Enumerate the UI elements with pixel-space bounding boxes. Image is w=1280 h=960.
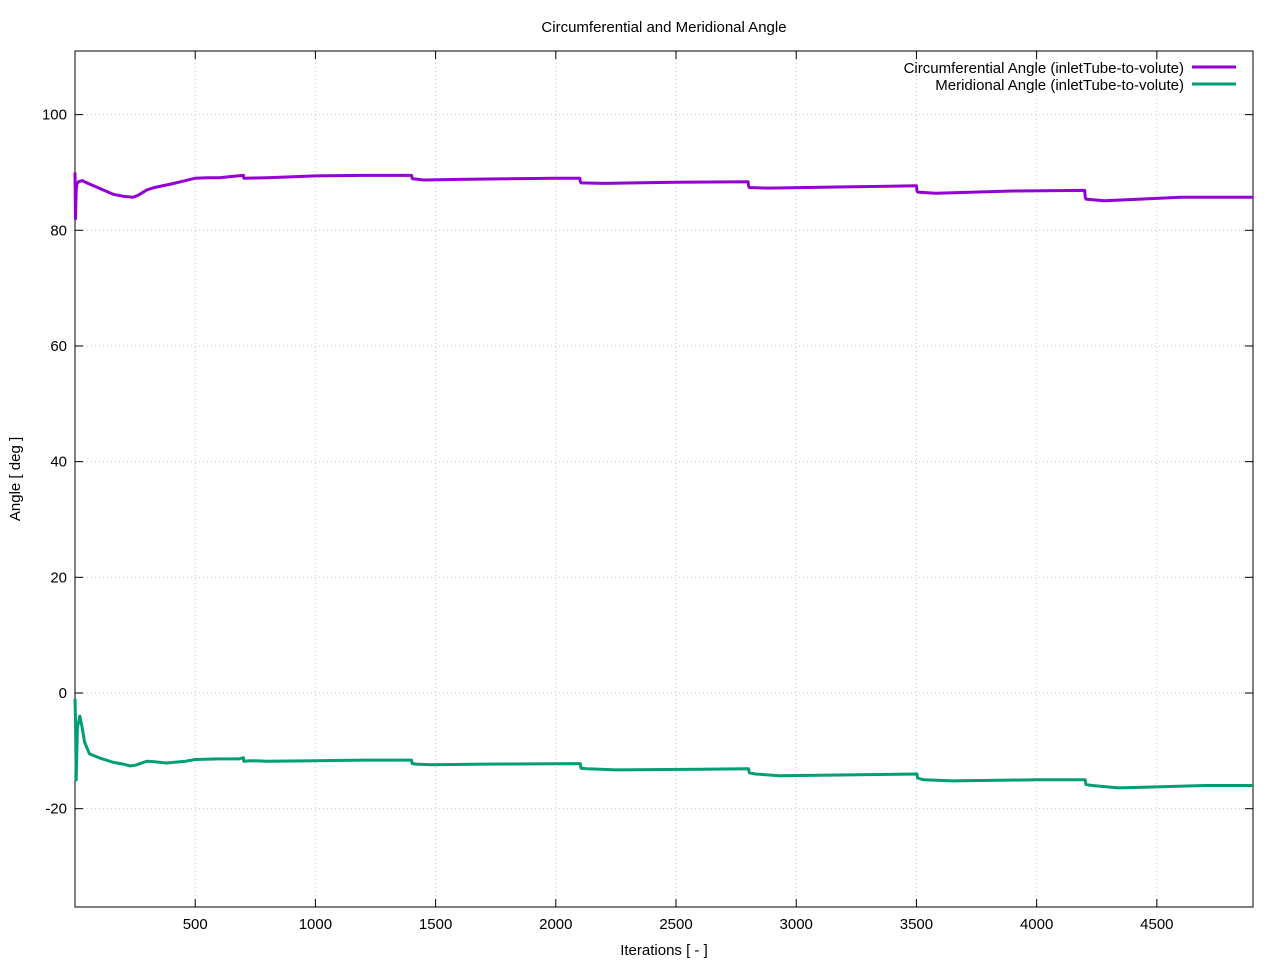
legend: Circumferential Angle (inletTube-to-volu… <box>904 60 1236 94</box>
legend-label-meridional: Meridional Angle (inletTube-to-volute) <box>935 77 1184 94</box>
series-line-circumferential <box>73 172 1253 221</box>
plot-frame <box>74 50 1254 908</box>
x-tick-label: 3500 <box>900 916 933 933</box>
x-tick-label: 1000 <box>299 916 332 933</box>
grid-lines <box>75 51 1253 907</box>
y-tick-label: 20 <box>50 569 67 586</box>
axis-ticks: 500 1000 1500 2000 2500 3000 3500 4000 4500 -20 0 2… <box>42 51 1253 933</box>
y-tick-label: 100 <box>42 107 67 124</box>
x-tick-label: 4000 <box>1020 916 1053 933</box>
y-tick-label: 80 <box>50 222 67 239</box>
x-tick-label: 4500 <box>1140 916 1173 933</box>
x-tick-label: 2000 <box>539 916 572 933</box>
y-tick-label: 40 <box>50 454 67 471</box>
y-axis-label: Angle [ deg ] <box>7 437 24 521</box>
y-tick-label: -20 <box>45 801 67 818</box>
y-tick-label: 0 <box>59 685 67 702</box>
x-tick-label: 500 <box>183 916 208 933</box>
chart-title: Circumferential and Meridional Angle <box>541 19 786 36</box>
series-lines <box>73 172 1253 790</box>
x-tick-label: 1500 <box>419 916 452 933</box>
series-line-meridional <box>73 698 1253 790</box>
x-tick-label: 2500 <box>659 916 692 933</box>
x-axis-label: Iterations [ - ] <box>620 942 708 959</box>
legend-label-circumferential: Circumferential Angle (inletTube-to-volu… <box>904 60 1184 77</box>
y-tick-label: 60 <box>50 338 67 355</box>
x-tick-label: 3000 <box>780 916 813 933</box>
